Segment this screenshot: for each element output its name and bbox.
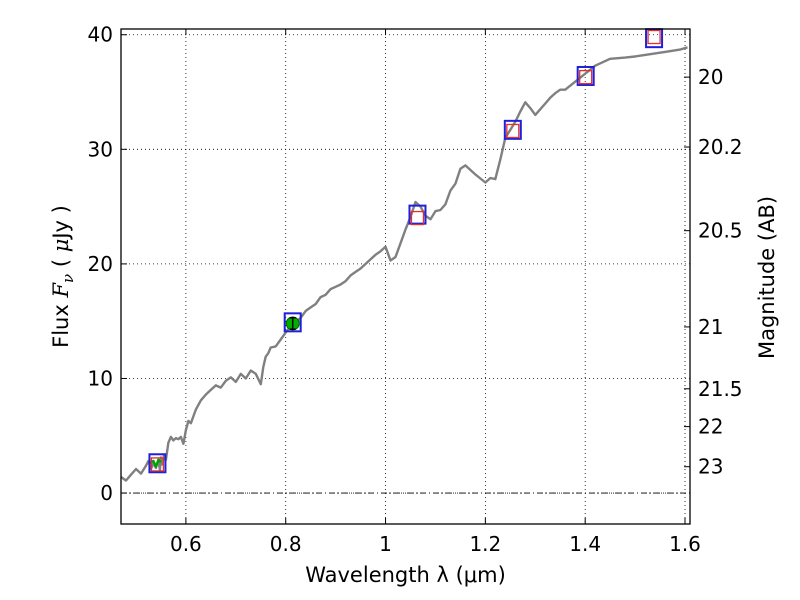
y-tick-label: 20: [88, 252, 113, 276]
y-tick-label: 10: [88, 366, 113, 390]
right-axis-title: Magnitude (AB): [755, 196, 779, 359]
axis-ticks: 0.6 0.8 1 1.2 1.4 1.6 0 10 20 30 40 20 20.2 20.5 21 21.…: [88, 23, 743, 556]
right-tick-label: 20.2: [698, 135, 743, 159]
y-axis-title-unit: Jy ): [49, 205, 73, 241]
plot-frame: [120, 28, 691, 525]
spectrum-line: [120, 46, 688, 482]
right-tick-label: 23: [698, 455, 723, 479]
x-tick-label: 1.2: [469, 532, 501, 556]
observed-point: [410, 210, 425, 226]
x-tick-label: 0.8: [270, 532, 302, 556]
model-point: [148, 453, 167, 474]
observed-point: [579, 69, 593, 85]
x-tick-label: 1.6: [669, 532, 701, 556]
model-point: [503, 119, 522, 140]
x-tick-label: 1.4: [569, 532, 601, 556]
y-axis-title-subscript: ν: [59, 274, 77, 283]
x-tick-label: 0.6: [170, 532, 202, 556]
x-axis-title: Wavelength λ (μm): [305, 563, 506, 587]
y-tick-label: 0: [100, 481, 113, 505]
model-point: [283, 312, 302, 333]
y-axis-title-symbol: F: [49, 282, 73, 299]
observed-point: [647, 29, 661, 45]
model-point: [576, 65, 595, 86]
y-axis-title-word: Flux: [49, 298, 73, 348]
y-axis-title: Flux Fν ( μJy ): [49, 205, 77, 348]
right-tick-label: 21: [698, 315, 723, 339]
y-tick-label: 40: [88, 23, 113, 47]
x-tick-label: 1: [379, 532, 392, 556]
right-tick-label: 20: [698, 65, 723, 89]
right-tick-label: 22: [698, 415, 723, 439]
right-tick-label: 20.5: [698, 219, 743, 243]
right-tick-label: 21.5: [698, 377, 743, 401]
y-axis-title-mu: μ: [49, 239, 73, 253]
model-point: [408, 204, 427, 225]
observed-point: [506, 123, 520, 139]
y-axis-title-open: (: [49, 252, 73, 274]
y-tick-label: 30: [88, 137, 113, 161]
observed-point: [150, 457, 165, 472]
grid-lines: [121, 29, 690, 524]
